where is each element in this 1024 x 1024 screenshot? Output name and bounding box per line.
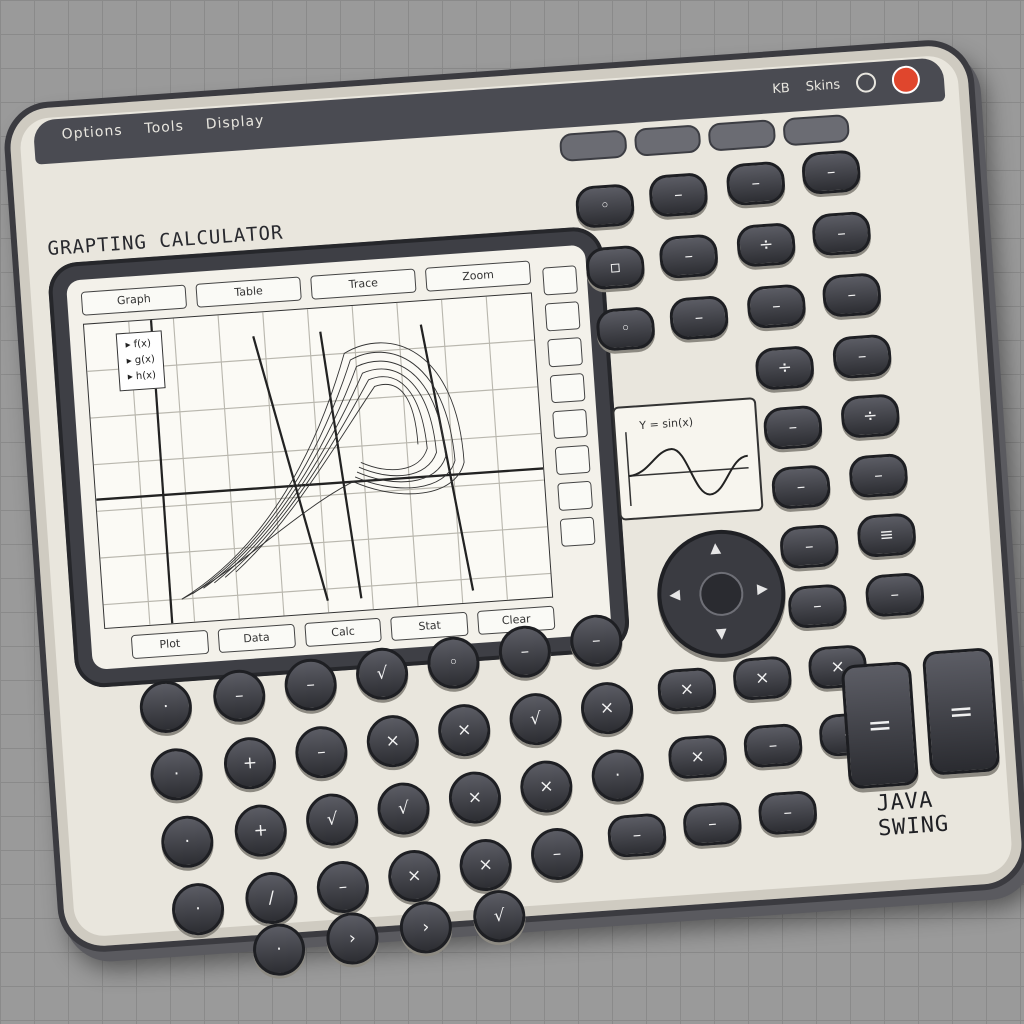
arrow-up-icon[interactable]: ▲: [709, 539, 722, 557]
graph-screen: Graph Table Trace Zoom: [65, 244, 612, 670]
side-button[interactable]: [559, 516, 596, 547]
calc-key[interactable]: √: [304, 791, 360, 848]
screen-tab-table[interactable]: Table: [195, 276, 302, 308]
calc-key[interactable]: ×: [579, 680, 635, 736]
calc-key[interactable]: –: [315, 859, 371, 915]
side-button[interactable]: [549, 372, 586, 404]
side-button[interactable]: [557, 480, 594, 512]
calc-key[interactable]: ÷: [839, 393, 901, 440]
calc-key[interactable]: ×: [365, 713, 421, 769]
arrow-left-icon[interactable]: ◀: [668, 586, 681, 604]
calc-key[interactable]: –: [293, 724, 350, 780]
calculator-device: Options Tools Display KB Skins GRAPTING …: [1, 37, 1024, 978]
direction-pad[interactable]: ▲ ▼ ◀ ▶: [653, 525, 790, 663]
screen-tab-zoom[interactable]: Zoom: [424, 260, 532, 292]
arrow-right-icon[interactable]: ▶: [756, 580, 769, 598]
calc-key[interactable]: ·: [138, 679, 194, 735]
sine-wave: [625, 432, 749, 507]
arrow-down-icon[interactable]: ▼: [715, 625, 728, 643]
calc-key[interactable]: –: [848, 452, 909, 499]
calc-key[interactable]: ▫: [584, 244, 646, 291]
calc-key[interactable]: /: [243, 870, 300, 926]
menu-item-tools[interactable]: Tools: [143, 118, 185, 137]
calc-key[interactable]: +: [222, 735, 278, 791]
calc-key[interactable]: –: [800, 149, 862, 196]
calc-key[interactable]: –: [762, 404, 824, 451]
tool-button[interactable]: [707, 119, 776, 152]
calc-key[interactable]: ≡: [856, 512, 918, 559]
calc-key[interactable]: ◦: [595, 305, 657, 352]
screen-bezel: Graph Table Trace Zoom: [46, 225, 632, 690]
calc-key[interactable]: ·: [251, 921, 307, 978]
calc-key[interactable]: ·: [170, 881, 226, 937]
calc-key[interactable]: ◦: [574, 183, 636, 230]
minimize-button[interactable]: [855, 71, 877, 94]
calc-key[interactable]: ÷: [754, 344, 816, 391]
calc-key[interactable]: –: [831, 333, 893, 380]
calc-key[interactable]: –: [778, 523, 840, 570]
calc-key[interactable]: √: [375, 780, 432, 837]
skins-label[interactable]: Skins: [805, 76, 841, 95]
calc-key[interactable]: ×: [518, 758, 575, 815]
calc-key[interactable]: –: [529, 826, 585, 882]
graph-plot: [87, 296, 551, 625]
calc-key[interactable]: –: [668, 294, 730, 341]
screen-button-plot[interactable]: Plot: [130, 629, 210, 660]
legend-item: h(x): [127, 368, 157, 386]
tool-button[interactable]: [781, 113, 851, 147]
calc-key[interactable]: –: [864, 571, 926, 618]
kb-label[interactable]: KB: [771, 80, 791, 97]
calc-key[interactable]: –: [658, 233, 720, 280]
side-button[interactable]: [544, 301, 581, 332]
side-button[interactable]: [554, 444, 591, 476]
equals-button-secondary[interactable]: =: [921, 647, 1001, 776]
calc-key[interactable]: –: [648, 171, 709, 218]
calc-key[interactable]: ×: [731, 655, 793, 702]
calc-key[interactable]: ·: [148, 746, 205, 803]
dpad-center-button[interactable]: [697, 570, 745, 618]
screen-button-data[interactable]: Data: [217, 623, 296, 654]
close-button[interactable]: [890, 64, 921, 95]
calc-key[interactable]: ×: [436, 702, 492, 758]
screen-tab-graph[interactable]: Graph: [80, 284, 188, 316]
calc-key[interactable]: –: [725, 160, 787, 207]
calc-key[interactable]: –: [787, 583, 848, 630]
equals-button[interactable]: =: [840, 660, 920, 790]
calc-key[interactable]: ×: [386, 848, 443, 904]
side-button[interactable]: [542, 265, 579, 296]
calc-key[interactable]: ·: [590, 747, 646, 804]
calc-key[interactable]: ×: [447, 769, 503, 826]
graph-canvas[interactable]: [82, 292, 554, 630]
calc-key[interactable]: –: [742, 722, 804, 769]
brand-label: JAVA SWING: [875, 787, 951, 842]
calc-key[interactable]: √: [471, 888, 528, 944]
calc-key[interactable]: –: [746, 283, 807, 330]
screen-side-buttons: [542, 265, 596, 547]
mini-graph-preview: Y = sin(x): [612, 397, 764, 521]
graph-legend: f(x) g(x) h(x): [115, 330, 166, 392]
calc-key[interactable]: ›: [324, 910, 381, 967]
calc-key[interactable]: –: [757, 789, 819, 836]
calc-key[interactable]: ×: [656, 666, 718, 713]
calc-key[interactable]: –: [606, 812, 668, 859]
side-button[interactable]: [547, 337, 584, 368]
calc-key[interactable]: +: [232, 802, 289, 859]
calc-key[interactable]: ›: [398, 899, 454, 956]
calc-key[interactable]: ×: [667, 733, 729, 780]
side-button[interactable]: [552, 408, 589, 440]
calc-key[interactable]: –: [770, 464, 832, 511]
calc-key[interactable]: –: [811, 210, 872, 257]
tool-button[interactable]: [633, 124, 702, 157]
calc-key[interactable]: –: [821, 272, 883, 319]
calc-key[interactable]: ×: [457, 837, 514, 893]
calc-key[interactable]: √: [507, 691, 564, 747]
tool-button[interactable]: [558, 129, 628, 163]
screen-button-calc[interactable]: Calc: [303, 617, 383, 648]
calc-key[interactable]: –: [681, 801, 743, 848]
screen-tab-trace[interactable]: Trace: [310, 268, 417, 300]
calc-key[interactable]: ÷: [735, 221, 797, 268]
calc-key[interactable]: ·: [159, 814, 216, 870]
